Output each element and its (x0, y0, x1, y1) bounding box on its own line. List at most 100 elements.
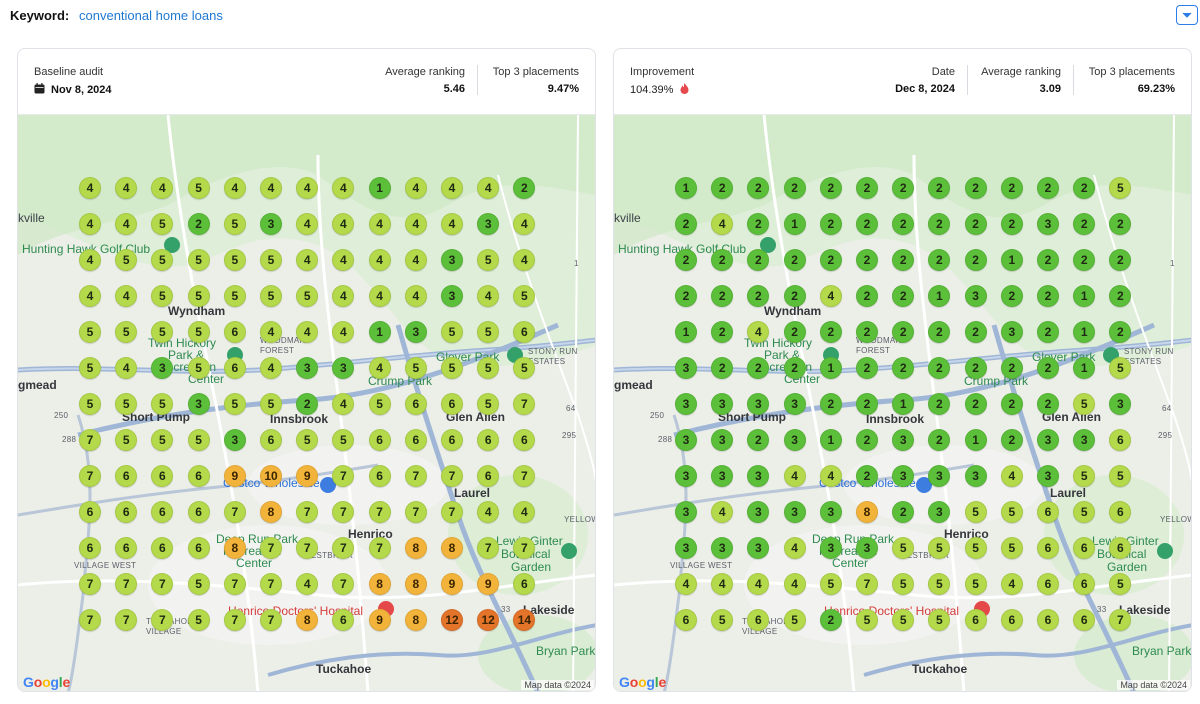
rank-marker[interactable]: 5 (151, 393, 174, 415)
rank-marker[interactable]: 8 (404, 573, 427, 595)
rank-marker[interactable]: 2 (892, 213, 915, 235)
rank-marker[interactable]: 2 (711, 285, 734, 307)
rank-marker[interactable]: 3 (711, 429, 734, 451)
rank-marker[interactable]: 2 (856, 393, 878, 415)
rank-marker[interactable]: 7 (115, 573, 138, 595)
rank-marker[interactable]: 2 (747, 429, 770, 451)
rank-marker[interactable]: 1 (1000, 249, 1023, 271)
rank-marker[interactable]: 1 (675, 177, 697, 199)
rank-marker[interactable]: 5 (1000, 537, 1023, 559)
rank-marker[interactable]: 3 (747, 537, 770, 559)
rank-marker[interactable]: 12 (477, 609, 500, 631)
rank-marker[interactable]: 4 (711, 213, 734, 235)
rank-marker[interactable]: 6 (404, 393, 427, 415)
rank-marker[interactable]: 7 (79, 573, 101, 595)
rank-marker[interactable]: 5 (187, 357, 210, 379)
rank-marker[interactable]: 2 (1109, 249, 1132, 271)
rank-marker[interactable]: 3 (404, 321, 427, 343)
rank-marker[interactable]: 5 (115, 393, 138, 415)
rank-marker[interactable]: 10 (260, 465, 282, 487)
rank-marker[interactable]: 5 (260, 249, 282, 271)
rank-marker[interactable]: 2 (856, 357, 878, 379)
rank-marker[interactable]: 4 (79, 249, 101, 271)
rank-marker[interactable]: 3 (675, 393, 697, 415)
rank-marker[interactable]: 2 (892, 177, 915, 199)
rank-marker[interactable]: 5 (187, 177, 210, 199)
rank-marker[interactable]: 2 (892, 321, 915, 343)
rank-marker[interactable]: 2 (928, 213, 951, 235)
rank-marker[interactable]: 5 (260, 285, 282, 307)
rank-marker[interactable]: 4 (513, 249, 536, 271)
rank-marker[interactable]: 6 (1037, 609, 1059, 631)
rank-marker[interactable]: 4 (332, 285, 355, 307)
rank-marker[interactable]: 9 (368, 609, 391, 631)
keyword-link[interactable]: conventional home loans (79, 8, 223, 23)
rank-marker[interactable]: 4 (783, 573, 806, 595)
rank-marker[interactable]: 3 (747, 501, 770, 523)
rank-marker[interactable]: 4 (115, 285, 138, 307)
rank-marker[interactable]: 4 (296, 177, 319, 199)
rank-marker[interactable]: 5 (404, 357, 427, 379)
rank-marker[interactable]: 1 (819, 429, 842, 451)
rank-marker[interactable]: 5 (79, 321, 101, 343)
rank-marker[interactable]: 3 (819, 501, 842, 523)
rank-marker[interactable]: 2 (856, 429, 878, 451)
rank-marker[interactable]: 3 (675, 357, 697, 379)
rank-marker[interactable]: 2 (856, 249, 878, 271)
rank-marker[interactable]: 6 (187, 501, 210, 523)
rank-marker[interactable]: 7 (260, 537, 282, 559)
rank-marker[interactable]: 4 (819, 465, 842, 487)
rank-marker[interactable]: 6 (513, 321, 536, 343)
rank-marker[interactable]: 5 (477, 393, 500, 415)
rank-marker[interactable]: 2 (1037, 177, 1059, 199)
rank-marker[interactable]: 2 (711, 249, 734, 271)
rank-marker[interactable]: 5 (151, 429, 174, 451)
rank-marker[interactable]: 5 (819, 573, 842, 595)
rank-marker[interactable]: 3 (675, 501, 697, 523)
rank-marker[interactable]: 4 (477, 501, 500, 523)
rank-marker[interactable]: 7 (404, 501, 427, 523)
keyword-dropdown-button[interactable] (1176, 5, 1198, 25)
rank-marker[interactable]: 4 (151, 177, 174, 199)
rank-marker[interactable]: 5 (1109, 357, 1132, 379)
rank-marker[interactable]: 6 (187, 465, 210, 487)
rank-marker[interactable]: 2 (675, 213, 697, 235)
rank-marker[interactable]: 4 (79, 285, 101, 307)
rank-marker[interactable]: 5 (151, 285, 174, 307)
rank-marker[interactable]: 2 (711, 357, 734, 379)
rank-marker[interactable]: 2 (964, 357, 987, 379)
rank-marker[interactable]: 8 (260, 501, 282, 523)
rank-marker[interactable]: 5 (1109, 573, 1132, 595)
rank-marker[interactable]: 2 (1109, 321, 1132, 343)
rank-marker[interactable]: 7 (151, 609, 174, 631)
rank-marker[interactable]: 7 (1109, 609, 1132, 631)
rank-marker[interactable]: 8 (404, 609, 427, 631)
rank-marker[interactable]: 6 (441, 393, 463, 415)
rank-marker[interactable]: 6 (1037, 501, 1059, 523)
rank-marker[interactable]: 7 (441, 465, 463, 487)
rank-marker[interactable]: 5 (892, 573, 915, 595)
rank-marker[interactable]: 7 (260, 609, 282, 631)
rank-marker[interactable]: 4 (332, 213, 355, 235)
rank-marker[interactable]: 2 (928, 321, 951, 343)
rank-marker[interactable]: 5 (223, 213, 246, 235)
rank-marker[interactable]: 6 (223, 357, 246, 379)
rank-marker[interactable]: 6 (747, 609, 770, 631)
rank-marker[interactable]: 2 (1073, 213, 1096, 235)
rank-marker[interactable]: 5 (223, 249, 246, 271)
rank-marker[interactable]: 5 (1073, 501, 1096, 523)
rank-marker[interactable]: 2 (928, 357, 951, 379)
rank-marker[interactable]: 2 (747, 249, 770, 271)
rank-marker[interactable]: 1 (368, 321, 391, 343)
rank-marker[interactable]: 3 (711, 393, 734, 415)
rank-marker[interactable]: 2 (1000, 177, 1023, 199)
rank-marker[interactable]: 7 (296, 537, 319, 559)
rank-marker[interactable]: 4 (819, 285, 842, 307)
rank-marker[interactable]: 3 (783, 429, 806, 451)
rank-marker[interactable]: 3 (783, 501, 806, 523)
rank-marker[interactable]: 4 (296, 213, 319, 235)
rank-marker[interactable]: 5 (223, 393, 246, 415)
rank-marker[interactable]: 3 (819, 537, 842, 559)
rank-marker[interactable]: 2 (1037, 321, 1059, 343)
rank-marker[interactable]: 7 (332, 573, 355, 595)
